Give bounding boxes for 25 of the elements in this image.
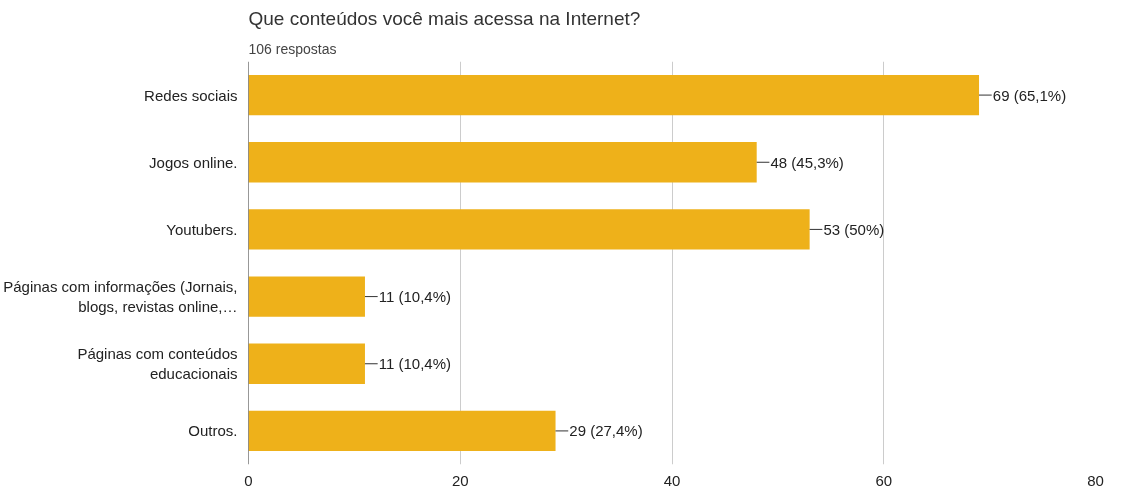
data-label: 69 (65,1%) xyxy=(992,86,1067,104)
x-tick-label: 60 xyxy=(875,471,893,489)
data-label: 48 (45,3%) xyxy=(770,153,844,171)
y-tick-label: Páginas com conteúdos educacionais xyxy=(77,345,238,383)
data-label: 29 (27,4%) xyxy=(569,422,643,440)
chart-subtitle: 106 respostas xyxy=(248,40,337,57)
bar xyxy=(248,74,980,116)
bar xyxy=(248,343,365,384)
y-tick-label: Páginas com informações (Jornais, blogs, revistas online,… xyxy=(3,277,238,316)
x-tick-label: 0 xyxy=(244,471,253,489)
bar xyxy=(248,209,810,250)
data-label: 11 (10,4%) xyxy=(378,355,451,373)
y-tick-label: Youtubers. xyxy=(166,220,238,238)
y-tick-label: Outros. xyxy=(188,422,238,440)
y-tick-label: Jogos online. xyxy=(149,153,238,171)
x-tick-label: 40 xyxy=(663,471,681,489)
data-label: 53 (50%) xyxy=(823,220,885,238)
y-tick-label: Redes sociais xyxy=(144,86,238,104)
bar xyxy=(248,276,365,317)
x-tick-label: 20 xyxy=(451,471,469,489)
bar xyxy=(248,142,757,183)
bar xyxy=(248,410,556,452)
chart-title: Que conteúdos você mais acessa na Internet? xyxy=(248,7,641,29)
data-label: 11 (10,4%) xyxy=(378,288,451,306)
x-tick-label: 80 xyxy=(1087,471,1104,489)
